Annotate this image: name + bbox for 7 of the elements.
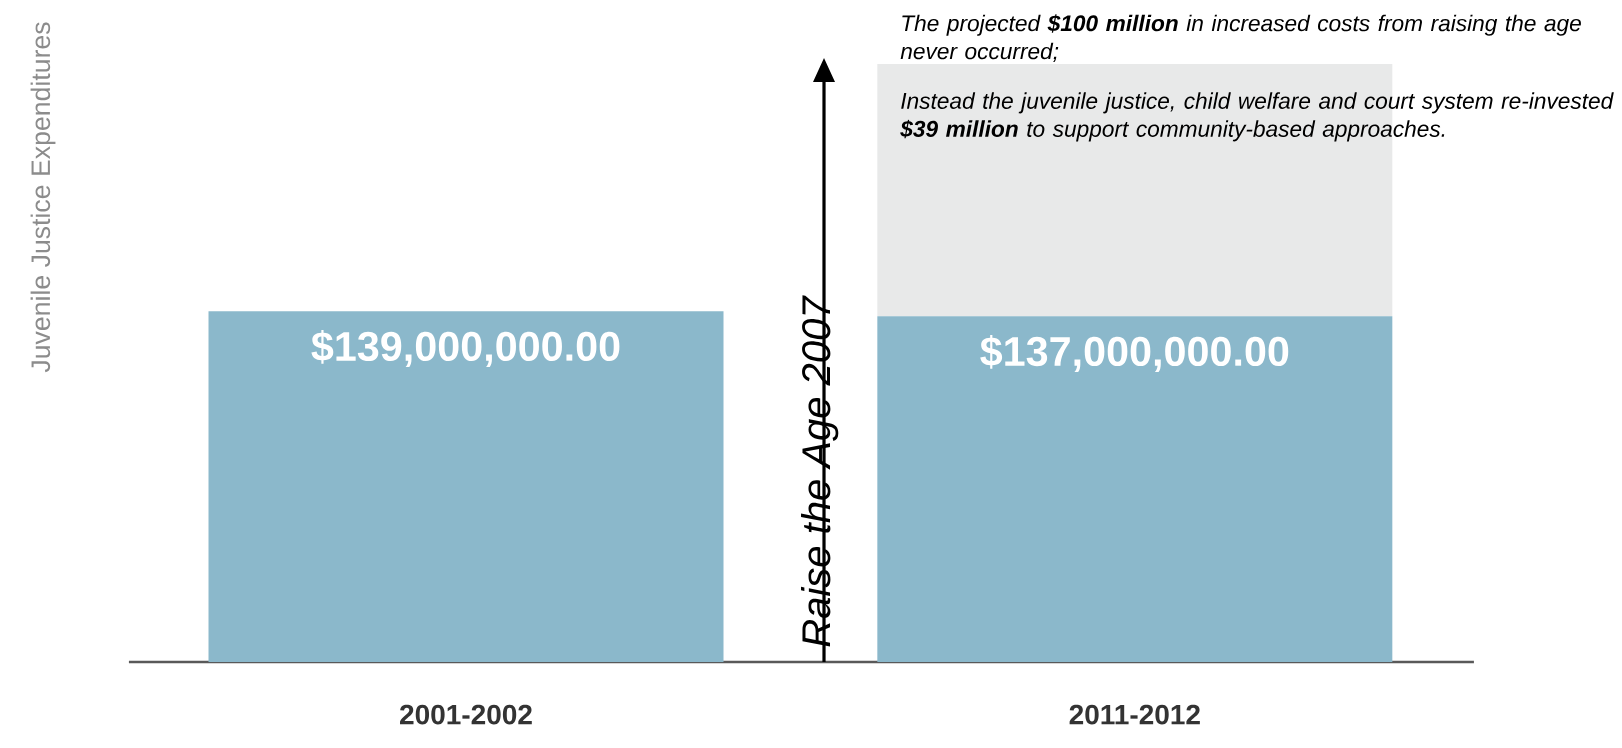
y-axis-title: Juvenile Justice Expenditures: [30, 22, 56, 373]
data-label: $137,000,000.00: [980, 335, 1289, 373]
annotation: Instead the juvenile justice, child welfare and court system re-invested $39 million to support community-based approaches.: [900, 92, 1614, 142]
x-tick-label: 2001-2002: [400, 704, 532, 725]
x-tick-label: 2011-2012: [1069, 704, 1200, 725]
data-label: $139,000,000.00: [311, 329, 620, 368]
text: The projected $100 million in increased costs from raising the age never occurred;: [900, 14, 1581, 62]
